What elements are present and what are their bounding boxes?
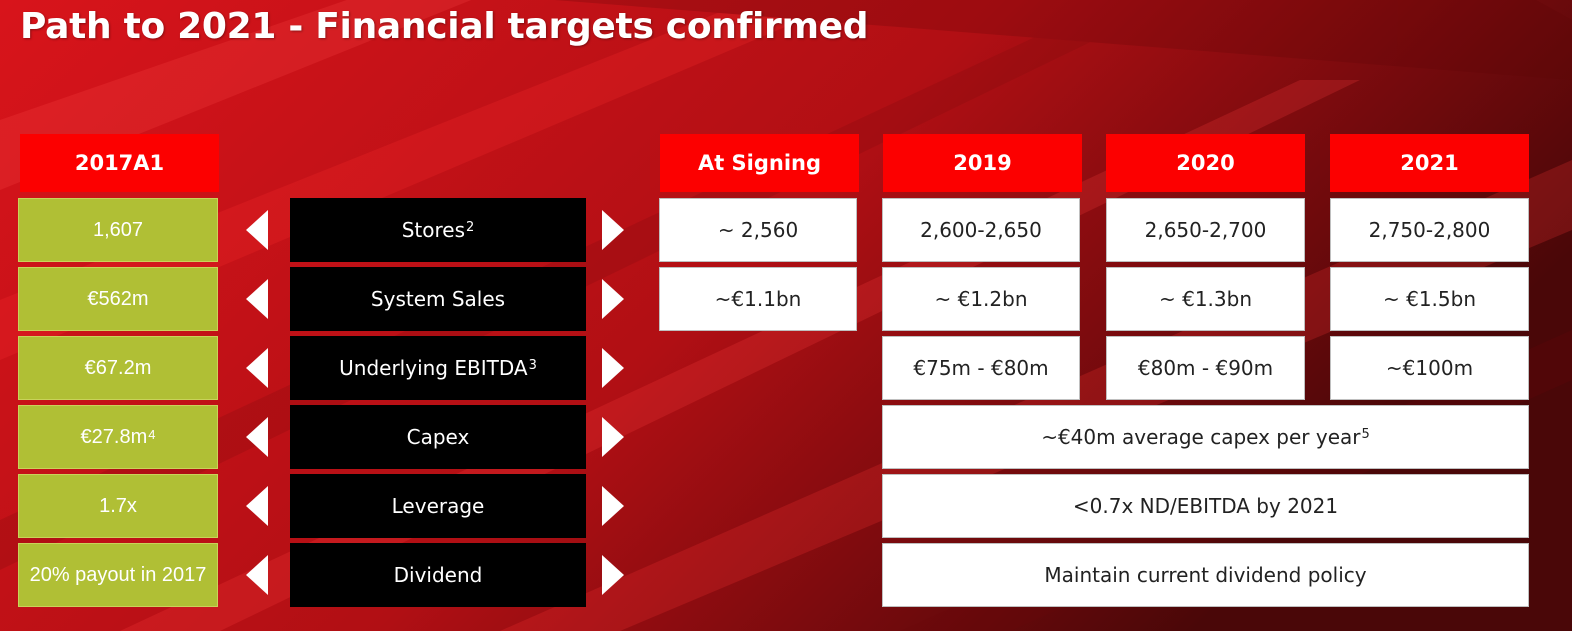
arrow-right-icon: [602, 417, 624, 457]
target-capex: ~€40m average capex per year 5: [882, 405, 1529, 469]
metric-label-stores: Stores 2: [290, 198, 586, 262]
metric-label-leverage: Leverage: [290, 474, 586, 538]
signing-system-sales: ~€1.1bn: [659, 267, 857, 331]
actual-leverage: 1.7x: [18, 474, 218, 538]
target-2021-system-sales: ~ €1.5bn: [1330, 267, 1529, 331]
page-title: Path to 2021 - Financial targets confirm…: [20, 6, 869, 47]
metric-text: Dividend: [393, 563, 483, 587]
header-2021: 2021: [1330, 134, 1529, 192]
arrow-right-icon: [602, 348, 624, 388]
metric-text: Leverage: [391, 494, 485, 518]
metric-text: Underlying EBITDA: [339, 356, 528, 380]
target-2020-system-sales: ~ €1.3bn: [1106, 267, 1305, 331]
metric-label-capex: Capex: [290, 405, 586, 469]
header-at-signing: At Signing: [660, 134, 859, 192]
target-2020-ebitda: €80m - €90m: [1106, 336, 1305, 400]
metric-text: Capex: [406, 425, 470, 449]
actual-capex-value: €27.8m: [80, 426, 148, 448]
header-2019: 2019: [883, 134, 1082, 192]
metric-label-system-sales: System Sales: [290, 267, 586, 331]
actual-stores: 1,607: [18, 198, 218, 262]
arrow-left-icon: [246, 279, 268, 319]
actual-system-sales: €562m: [18, 267, 218, 331]
header-2017a1: 2017A1: [20, 134, 219, 192]
signing-stores: ~ 2,560: [659, 198, 857, 262]
arrow-right-icon: [602, 279, 624, 319]
actual-ebitda: €67.2m: [18, 336, 218, 400]
target-capex-text: ~€40m average capex per year: [1041, 425, 1361, 449]
target-leverage: <0.7x ND/EBITDA by 2021: [882, 474, 1529, 538]
arrow-left-icon: [246, 555, 268, 595]
arrow-left-icon: [246, 210, 268, 250]
header-2020: 2020: [1106, 134, 1305, 192]
metric-label-dividend: Dividend: [290, 543, 586, 607]
target-2019-ebitda: €75m - €80m: [882, 336, 1080, 400]
arrow-left-icon: [246, 348, 268, 388]
actual-dividend: 20% payout in 2017: [18, 543, 218, 607]
metric-text: System Sales: [370, 287, 506, 311]
arrow-right-icon: [602, 210, 624, 250]
target-2021-stores: 2,750-2,800: [1330, 198, 1529, 262]
arrow-right-icon: [602, 555, 624, 595]
target-dividend: Maintain current dividend policy: [882, 543, 1529, 607]
metric-label-ebitda: Underlying EBITDA 3: [290, 336, 586, 400]
target-2019-stores: 2,600-2,650: [882, 198, 1080, 262]
arrow-right-icon: [602, 486, 624, 526]
metric-text: Stores: [401, 218, 465, 242]
arrow-left-icon: [246, 417, 268, 457]
target-2019-system-sales: ~ €1.2bn: [882, 267, 1080, 331]
arrow-left-icon: [246, 486, 268, 526]
actual-capex: €27.8m 4: [18, 405, 218, 469]
target-2020-stores: 2,650-2,700: [1106, 198, 1305, 262]
target-2021-ebitda: ~€100m: [1330, 336, 1529, 400]
